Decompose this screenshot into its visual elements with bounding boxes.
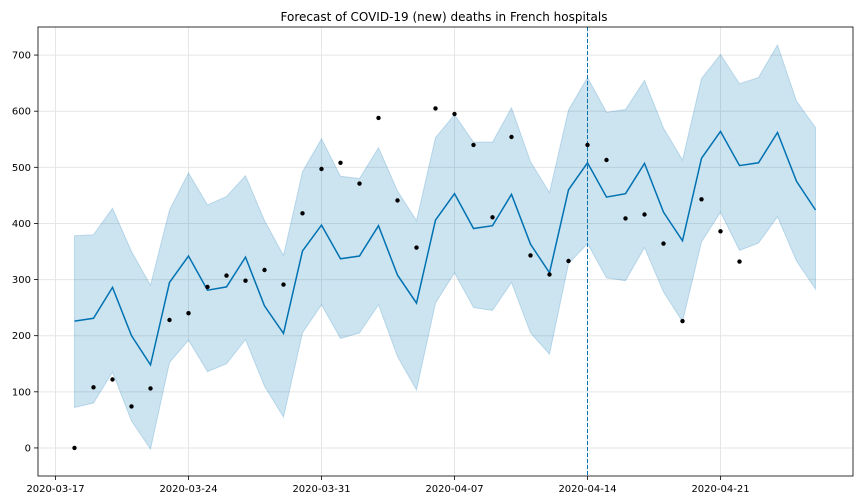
data-point-25 bbox=[547, 272, 552, 277]
data-point-10 bbox=[262, 267, 267, 273]
x-tick-label-5: 2020-04-21 bbox=[691, 484, 749, 495]
y-tick-label-7: 700 bbox=[12, 51, 31, 62]
data-point-4 bbox=[148, 386, 153, 391]
data-point-14 bbox=[338, 160, 343, 165]
uncertainty-interval bbox=[74, 43, 816, 451]
data-point-35 bbox=[737, 259, 742, 264]
data-point-13 bbox=[319, 166, 324, 172]
data-point-5 bbox=[167, 317, 172, 323]
data-point-30 bbox=[642, 212, 647, 217]
data-point-18 bbox=[414, 245, 419, 250]
data-point-34 bbox=[718, 229, 723, 234]
y-tick-label-3: 300 bbox=[12, 275, 31, 286]
data-point-3 bbox=[129, 404, 134, 409]
data-point-31 bbox=[661, 241, 666, 246]
data-point-0 bbox=[72, 445, 77, 451]
x-tick-label-4: 2020-04-14 bbox=[558, 484, 616, 495]
forecast-line-group bbox=[74, 27, 817, 476]
data-point-23 bbox=[509, 134, 514, 140]
data-point-22 bbox=[490, 215, 495, 220]
data-point-20 bbox=[452, 111, 457, 117]
plot-frame bbox=[37, 26, 854, 477]
data-point-8 bbox=[224, 273, 229, 278]
y-tick-label-5: 500 bbox=[12, 163, 31, 174]
data-point-17 bbox=[395, 198, 400, 203]
y-tick-label-1: 100 bbox=[12, 387, 31, 398]
data-point-26 bbox=[566, 258, 571, 264]
forecast-line bbox=[74, 129, 817, 367]
axes: 0 100 200 300 400 500 600 700 2020-03-17 2020-03-… bbox=[12, 26, 854, 495]
data-point-6 bbox=[186, 311, 191, 316]
x-tick-label-0: 2020-03-17 bbox=[26, 484, 84, 495]
data-point-12 bbox=[300, 211, 305, 216]
y-tick-label-6: 600 bbox=[12, 107, 31, 118]
data-point-29 bbox=[623, 216, 628, 221]
data-point-9 bbox=[243, 278, 248, 283]
y-tick-label-0: 0 bbox=[25, 443, 31, 454]
x-tick-label-2: 2020-03-31 bbox=[292, 484, 350, 495]
x-tick-label-3: 2020-04-07 bbox=[425, 484, 483, 495]
data-point-28 bbox=[604, 157, 609, 163]
y-tick-label-4: 400 bbox=[12, 219, 31, 230]
data-point-32 bbox=[680, 318, 685, 324]
data-point-24 bbox=[528, 253, 533, 258]
data-point-27 bbox=[585, 142, 590, 148]
data-point-33 bbox=[699, 197, 704, 202]
data-point-1 bbox=[91, 385, 96, 390]
data-point-19 bbox=[433, 106, 438, 111]
data-point-11 bbox=[281, 282, 286, 287]
observed-points bbox=[72, 106, 742, 451]
x-tick-label-1: 2020-03-24 bbox=[159, 484, 217, 495]
chart-title: Forecast of COVID-19 (new) deaths in Fre… bbox=[281, 10, 608, 24]
y-tick-label-2: 200 bbox=[12, 331, 31, 342]
data-point-21 bbox=[471, 142, 476, 148]
interval-band bbox=[74, 43, 816, 451]
data-point-15 bbox=[357, 181, 362, 186]
data-point-7 bbox=[205, 284, 210, 290]
data-point-2 bbox=[110, 377, 115, 382]
data-point-16 bbox=[376, 115, 381, 121]
